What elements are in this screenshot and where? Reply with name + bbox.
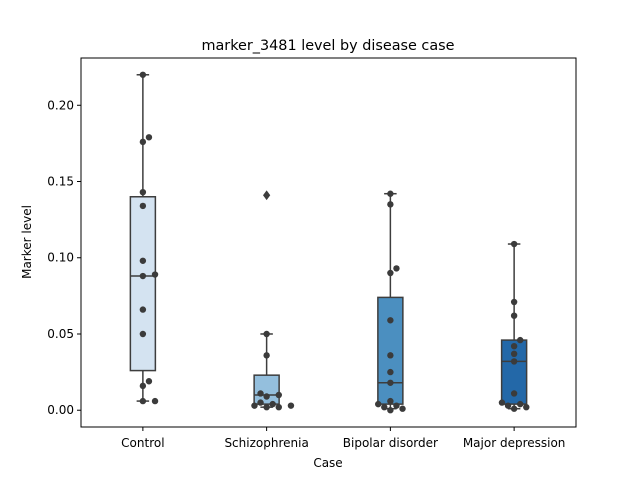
data-point — [287, 402, 295, 409]
y-tick-label: 0.10 — [47, 251, 74, 265]
data-point — [387, 201, 394, 208]
data-point — [393, 402, 400, 409]
data-point — [251, 402, 258, 409]
data-point — [139, 330, 147, 338]
data-point — [517, 400, 524, 408]
data-point — [145, 378, 153, 385]
data-point — [510, 298, 518, 306]
y-axis-label: Marker level — [20, 205, 34, 279]
data-point — [263, 352, 270, 359]
data-point — [498, 399, 506, 406]
data-point — [139, 71, 147, 78]
data-point — [139, 306, 147, 313]
data-point — [257, 399, 264, 406]
x-tick-label: Schizophrenia — [224, 436, 308, 450]
data-point — [139, 382, 147, 390]
data-point — [387, 407, 394, 414]
data-point — [139, 138, 147, 146]
y-tick-label: 0.05 — [47, 327, 74, 341]
data-point — [387, 379, 394, 386]
data-point — [510, 358, 518, 365]
data-point — [517, 336, 524, 344]
y-tick-label: 0.20 — [47, 98, 74, 112]
data-point — [263, 393, 270, 400]
data-point — [139, 202, 147, 210]
data-point — [375, 400, 382, 408]
data-point — [393, 265, 400, 272]
data-point — [151, 271, 159, 278]
data-point — [510, 240, 518, 248]
x-tick-label: Major depression — [463, 436, 566, 450]
data-point — [139, 272, 147, 280]
data-point — [387, 190, 394, 197]
y-tick-label: 0.15 — [47, 175, 74, 189]
data-point — [139, 257, 147, 264]
data-point — [387, 368, 394, 376]
data-point — [381, 403, 388, 411]
data-point — [510, 342, 518, 350]
data-point — [387, 397, 394, 405]
data-point — [269, 400, 276, 408]
box-2 — [377, 296, 404, 405]
data-point — [510, 390, 518, 397]
data-point — [510, 405, 518, 412]
plot-area: 0.00 0.05 0.10 0.15 0.20 Control Schizophrenia… — [47, 71, 566, 450]
data-point — [504, 402, 512, 409]
data-point — [139, 397, 147, 405]
data-point — [257, 390, 264, 397]
x-axis-label: Case — [313, 456, 342, 470]
data-point — [387, 352, 394, 359]
data-point — [145, 134, 153, 141]
data-point — [275, 391, 282, 399]
chart-title: marker_3481 level by disease case — [201, 38, 454, 54]
x-tick-label: Bipolar disorder — [343, 436, 438, 450]
data-point — [139, 188, 147, 196]
box-0 — [129, 196, 157, 372]
data-point — [263, 403, 270, 411]
x-tick-label: Control — [121, 436, 164, 450]
box-1 — [253, 374, 280, 405]
data-point — [151, 397, 159, 405]
plot-frame — [80, 57, 577, 428]
data-point — [510, 350, 518, 358]
data-point — [399, 405, 406, 412]
data-point — [263, 330, 270, 338]
outlier-marker — [263, 190, 271, 201]
data-point — [523, 403, 530, 411]
data-point — [387, 317, 394, 324]
data-point — [275, 403, 282, 411]
y-tick-label: 0.00 — [47, 403, 74, 417]
data-point — [387, 269, 394, 277]
data-point — [510, 312, 518, 319]
